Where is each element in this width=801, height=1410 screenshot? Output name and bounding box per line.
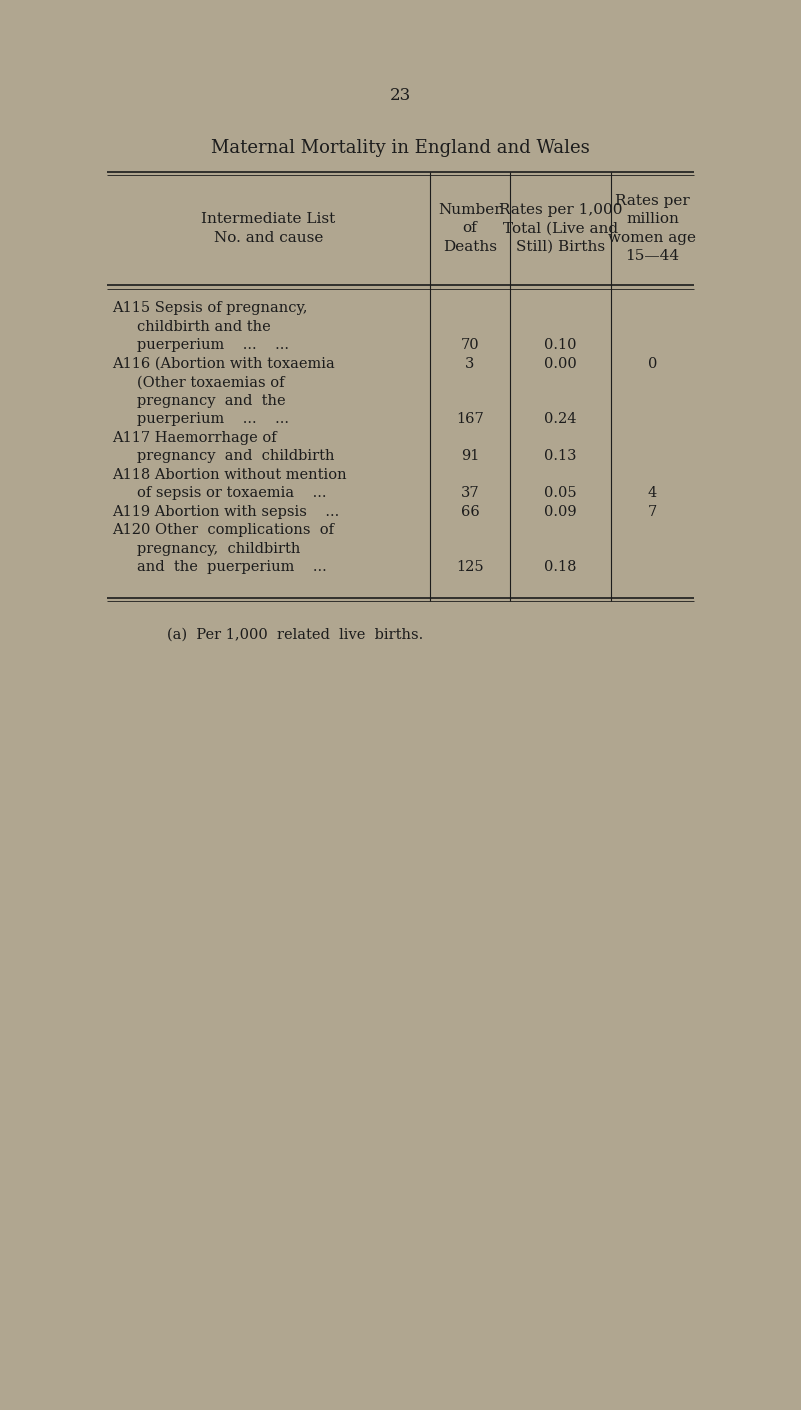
Text: 167: 167 [456, 412, 484, 426]
Text: 7: 7 [648, 505, 657, 519]
Text: A115 Sepsis of pregnancy,: A115 Sepsis of pregnancy, [112, 302, 308, 316]
Text: childbirth and the: childbirth and the [137, 320, 271, 334]
Text: 3: 3 [465, 357, 475, 371]
Text: 0.10: 0.10 [544, 338, 577, 352]
Text: (a)  Per 1,000  related  live  births.: (a) Per 1,000 related live births. [167, 627, 423, 642]
Text: and  the  puerperium    ...: and the puerperium ... [137, 560, 327, 574]
Text: 91: 91 [461, 450, 479, 464]
Text: of sepsis or toxaemia    ...: of sepsis or toxaemia ... [137, 486, 327, 501]
Text: Rates per
million
women age
15—44: Rates per million women age 15—44 [609, 195, 697, 264]
Text: A116 (Abortion with toxaemia: A116 (Abortion with toxaemia [112, 357, 335, 371]
Text: A120 Other  complications  of: A120 Other complications of [112, 523, 334, 537]
Text: Number
of
Deaths: Number of Deaths [438, 203, 501, 254]
Text: pregnancy,  childbirth: pregnancy, childbirth [137, 541, 300, 556]
Text: 0.05: 0.05 [544, 486, 577, 501]
Text: A117 Haemorrhage of: A117 Haemorrhage of [112, 430, 276, 444]
Text: puerperium    ...    ...: puerperium ... ... [137, 338, 289, 352]
Text: 0.00: 0.00 [544, 357, 577, 371]
Text: 0.24: 0.24 [544, 412, 577, 426]
Text: 66: 66 [461, 505, 479, 519]
Text: Intermediate List
No. and cause: Intermediate List No. and cause [201, 213, 336, 245]
Text: 70: 70 [461, 338, 479, 352]
Text: pregnancy  and  the: pregnancy and the [137, 393, 286, 407]
Text: 4: 4 [648, 486, 657, 501]
Text: puerperium    ...    ...: puerperium ... ... [137, 412, 289, 426]
Text: 23: 23 [390, 86, 411, 103]
Text: 0.09: 0.09 [544, 505, 577, 519]
Text: 125: 125 [457, 560, 484, 574]
Text: Maternal Mortality in England and Wales: Maternal Mortality in England and Wales [211, 140, 590, 157]
Text: A119 Abortion with sepsis    ...: A119 Abortion with sepsis ... [112, 505, 340, 519]
Text: 0.13: 0.13 [544, 450, 577, 464]
Text: pregnancy  and  childbirth: pregnancy and childbirth [137, 450, 335, 464]
Text: 0: 0 [648, 357, 657, 371]
Text: 37: 37 [461, 486, 479, 501]
Text: Rates per 1,000
Total (Live and
Still) Births: Rates per 1,000 Total (Live and Still) B… [499, 203, 622, 254]
Text: A118 Abortion without mention: A118 Abortion without mention [112, 468, 347, 482]
Text: (Other toxaemias of: (Other toxaemias of [137, 375, 284, 389]
Text: 0.18: 0.18 [544, 560, 577, 574]
